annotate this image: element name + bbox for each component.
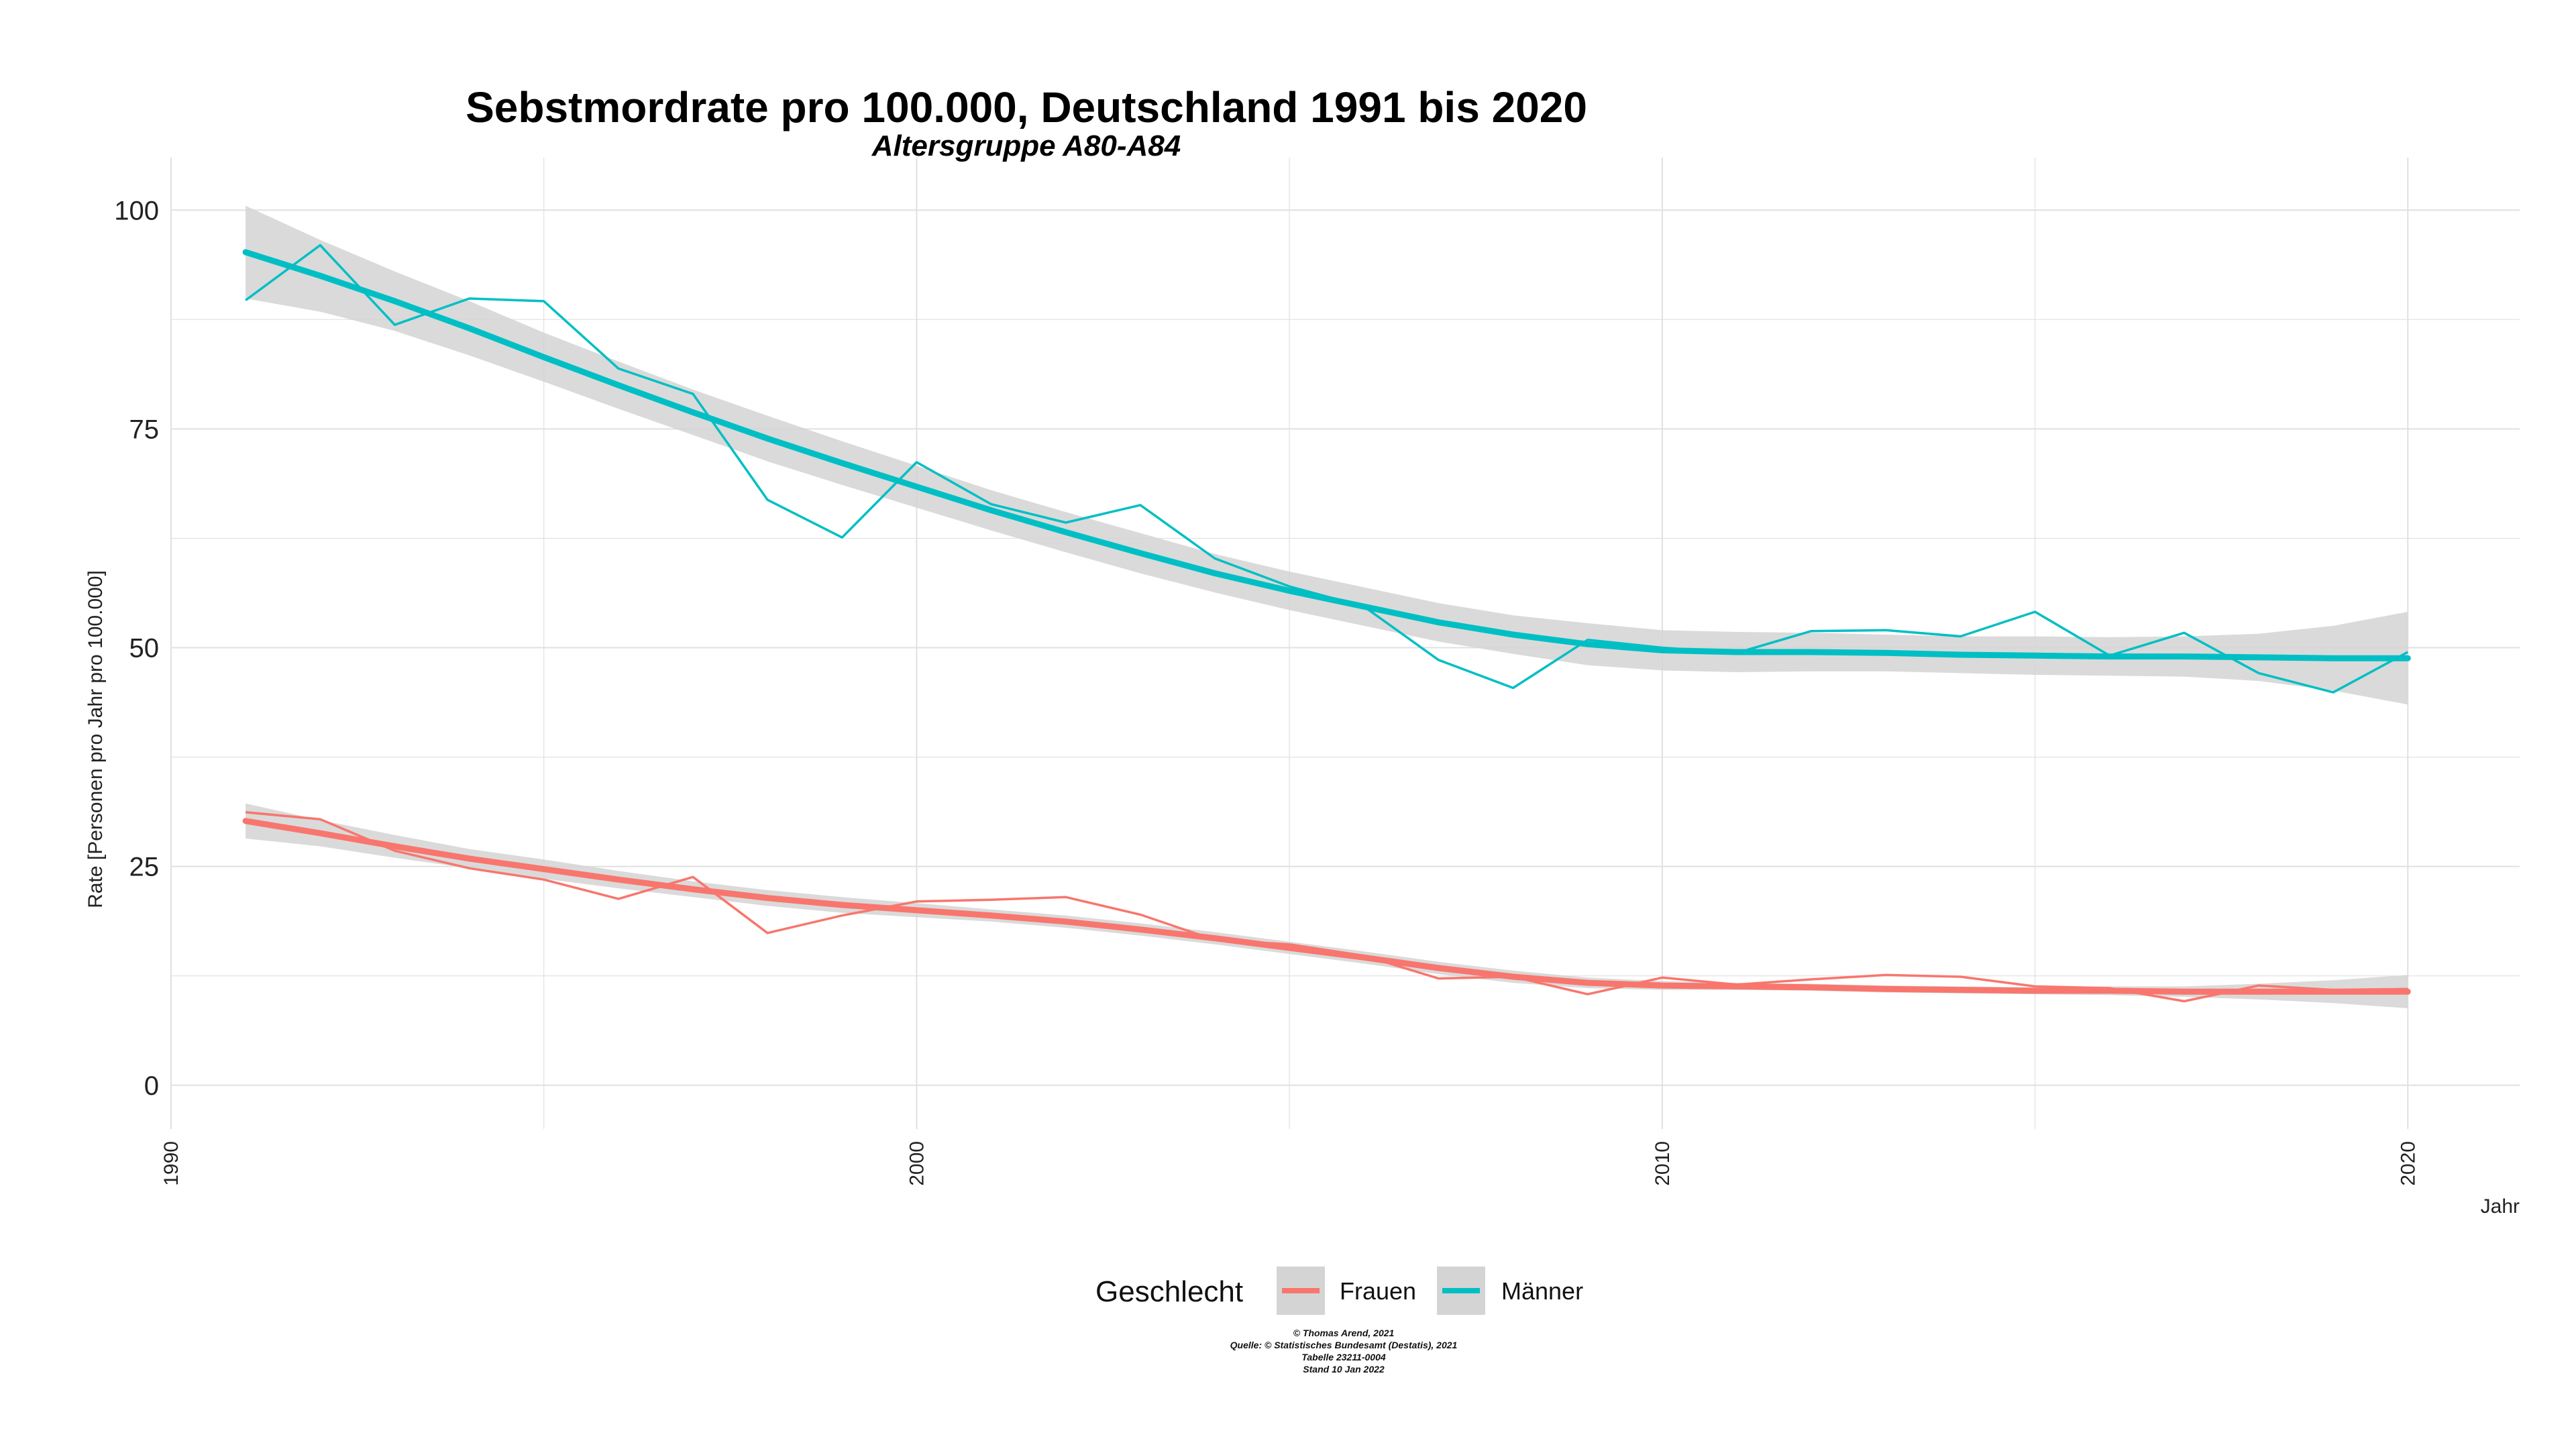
x-axis-label: Jahr	[2481, 1195, 2520, 1218]
x-tick-label: 2020	[2397, 1141, 2419, 1186]
chart-title: Sebstmordrate pro 100.000, Deutschland 1…	[466, 83, 1587, 131]
y-axis-label: Rate [Personen pro Jahr pro 100.000]	[85, 570, 107, 908]
x-tick-label: 2010	[1652, 1141, 1674, 1186]
caption: © Thomas Arend, 2021 Quelle: © Statistis…	[1230, 1328, 1458, 1375]
caption-source: Quelle: © Statistisches Bundesamt (Desta…	[1230, 1340, 1458, 1350]
legend: Geschlecht Frauen Männer	[1095, 1267, 1583, 1315]
y-tick-label: 50	[129, 634, 160, 663]
caption-table: Tabelle 23211-0004	[1301, 1352, 1386, 1362]
trend-line-1	[242, 249, 2411, 661]
series-line-1	[245, 244, 2409, 694]
caption-date: Stand 10 Jan 2022	[1303, 1364, 1385, 1375]
ci-band-1	[246, 205, 2408, 705]
ci-band-0	[246, 803, 2408, 1008]
x-axis-ticks: 1990 2000 2010 2020	[160, 1141, 2419, 1186]
y-tick-label: 25	[129, 853, 160, 882]
series-line-0	[245, 811, 2408, 1003]
y-tick-label: 0	[144, 1071, 159, 1101]
legend-title: Geschlecht	[1095, 1275, 1243, 1308]
y-tick-label: 75	[129, 415, 160, 444]
x-tick-label: 2000	[906, 1141, 928, 1186]
chart-subtitle: Altersgruppe A80-A84	[871, 129, 1181, 162]
caption-copyright: © Thomas Arend, 2021	[1293, 1328, 1395, 1338]
legend-label-maenner: Männer	[1501, 1277, 1583, 1305]
x-tick-label: 1990	[160, 1141, 182, 1186]
trend-line-0	[242, 818, 2411, 995]
y-tick-label: 100	[114, 196, 159, 225]
legend-label-frauen: Frauen	[1340, 1277, 1416, 1305]
y-axis-ticks: 0 25 50 75 100	[114, 196, 159, 1101]
trend-lines	[242, 249, 2411, 995]
